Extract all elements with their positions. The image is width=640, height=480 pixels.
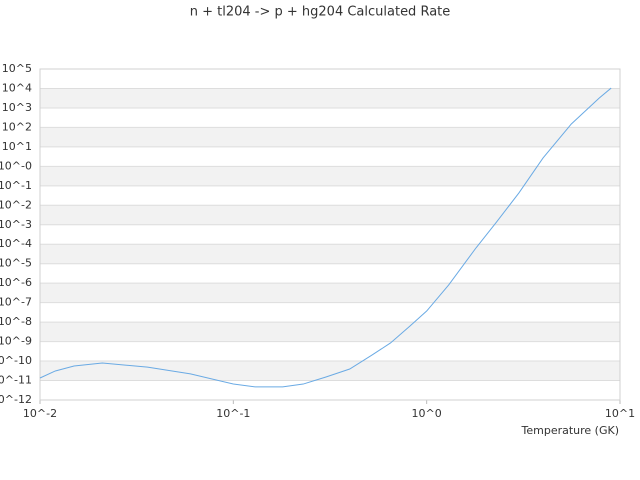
grid-band xyxy=(40,244,620,264)
y-tick-label: 10^2 xyxy=(2,120,32,133)
y-tick-label: 10^-7 xyxy=(0,296,32,309)
y-tick-label: 10^-5 xyxy=(0,257,32,270)
y-tick-label: 10^1 xyxy=(2,140,32,153)
data-line xyxy=(39,87,612,388)
y-tick-label: 10^-6 xyxy=(0,276,32,289)
grid-band xyxy=(40,361,620,381)
y-tick-label: 10^-8 xyxy=(0,315,32,328)
grid-band xyxy=(40,127,620,147)
grid-band xyxy=(40,166,620,186)
y-tick-label: 10^5 xyxy=(2,62,32,75)
x-tick-label: 10^1 xyxy=(605,407,635,420)
y-tick-label: 10^4 xyxy=(2,81,32,94)
plot-border xyxy=(39,68,621,401)
x-tick-label: 10^-2 xyxy=(23,407,57,420)
grid-band xyxy=(40,283,620,303)
chart-title: n + tl204 -> p + hg204 Calculated Rate xyxy=(190,5,451,20)
x-tick-label: 10^0 xyxy=(412,407,442,420)
y-tick-label: 10^-9 xyxy=(0,335,32,348)
y-tick-label: 10^-10 xyxy=(0,354,32,367)
y-tick-label: 10^-2 xyxy=(0,198,32,211)
x-axis-label: Temperature (GK) xyxy=(521,424,620,437)
y-tick-label: 10^-3 xyxy=(0,218,32,231)
y-tick-label: 10^-0 xyxy=(0,159,32,172)
grid-band xyxy=(40,88,620,108)
x-tick-label: 10^-1 xyxy=(216,407,250,420)
y-tick-label: 10^-4 xyxy=(0,237,32,250)
y-tick-label: 10^-12 xyxy=(0,393,32,406)
y-tick-label: 10^-1 xyxy=(0,179,32,192)
grid-band xyxy=(40,205,620,225)
y-tick-label: 10^3 xyxy=(2,101,32,114)
grid-band xyxy=(40,322,620,342)
y-tick-label: 10^-11 xyxy=(0,374,32,387)
